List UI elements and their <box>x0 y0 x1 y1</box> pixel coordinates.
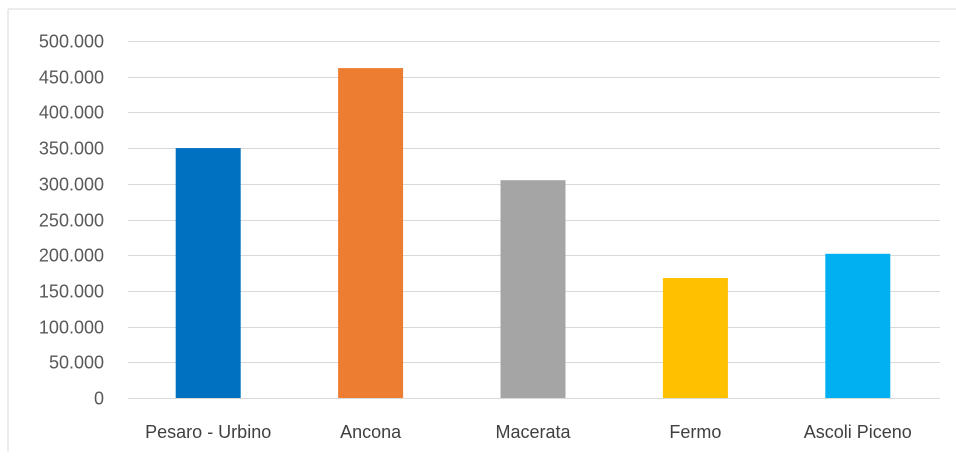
y-tick-label: 350.000 <box>39 139 104 159</box>
y-tick-label: 400.000 <box>39 103 104 123</box>
y-tick-label: 50.000 <box>49 353 104 373</box>
x-category-label: Ascoli Piceno <box>804 422 912 442</box>
x-axis-category-labels: Pesaro - Urbino Ancona Macerata Fermo Ascoli… <box>145 422 912 442</box>
x-category-label: Fermo <box>669 422 721 442</box>
bar <box>338 68 404 398</box>
bar <box>825 253 891 398</box>
bars <box>175 68 891 398</box>
y-tick-label: 450.000 <box>39 68 104 88</box>
x-category-label: Macerata <box>495 422 571 442</box>
bar <box>175 148 241 398</box>
y-tick-label: 150.000 <box>39 282 104 302</box>
y-tick-label: 100.000 <box>39 318 104 338</box>
y-axis-tick-labels: 0 50.000 100.000 150.000 200.000 250.000 300.0… <box>39 32 104 409</box>
y-tick-label: 200.000 <box>39 246 104 266</box>
bar <box>662 278 728 398</box>
bar <box>500 180 566 398</box>
y-tick-label: 300.000 <box>39 175 104 195</box>
y-tick-label: 250.000 <box>39 211 104 231</box>
y-tick-label: 500.000 <box>39 32 104 52</box>
x-category-label: Ancona <box>340 422 402 442</box>
y-tick-label: 0 <box>94 389 104 409</box>
x-category-label: Pesaro - Urbino <box>145 422 271 442</box>
